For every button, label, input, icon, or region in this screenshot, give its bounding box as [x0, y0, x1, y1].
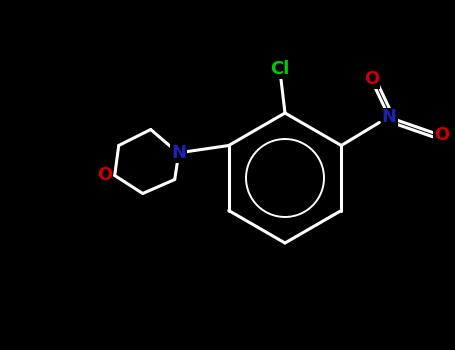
Text: N: N	[382, 108, 397, 126]
Text: N: N	[171, 145, 186, 162]
Text: Cl: Cl	[270, 60, 290, 78]
Text: O: O	[97, 167, 112, 184]
Text: O: O	[364, 70, 379, 89]
Text: O: O	[434, 126, 449, 145]
